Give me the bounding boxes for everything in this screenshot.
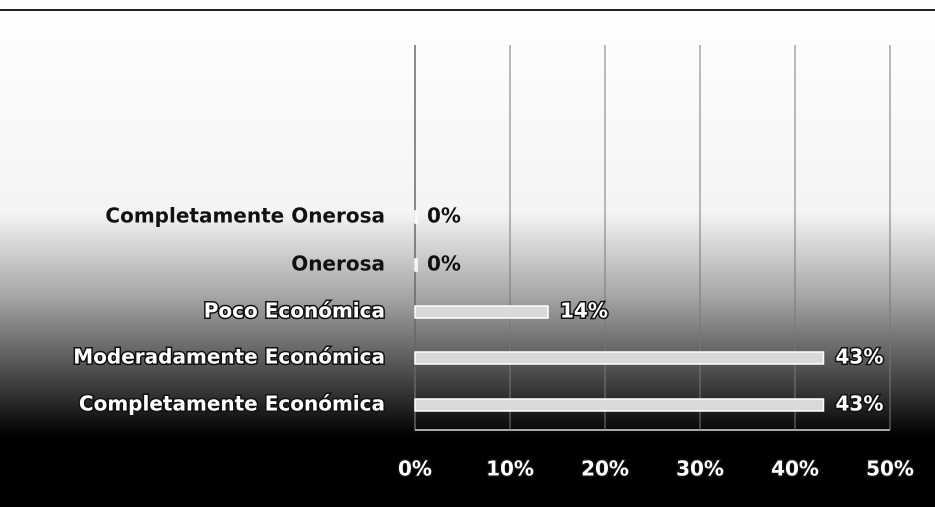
bar bbox=[414, 398, 825, 412]
bar bbox=[414, 351, 825, 365]
y-tick-label: Completamente Onerosa bbox=[105, 204, 385, 228]
value-label: 0% bbox=[427, 204, 461, 228]
value-label: 14% bbox=[560, 299, 608, 323]
value-label: 43% bbox=[836, 392, 884, 416]
x-tick-label: 0% bbox=[398, 457, 432, 481]
x-tick-label: 20% bbox=[581, 457, 629, 481]
x-tick-label: 40% bbox=[771, 457, 819, 481]
y-tick-label: Completamente Económica bbox=[79, 392, 385, 416]
y-tick-label: Onerosa bbox=[291, 252, 385, 276]
x-tick-label: 30% bbox=[676, 457, 724, 481]
bar bbox=[414, 258, 418, 272]
bar bbox=[414, 210, 418, 224]
y-tick-label: Moderadamente Económica bbox=[73, 345, 385, 369]
bar bbox=[414, 305, 549, 319]
value-label: 43% bbox=[836, 345, 884, 369]
y-tick-label: Poco Económica bbox=[204, 299, 385, 323]
value-label: 0% bbox=[427, 252, 461, 276]
x-tick-label: 10% bbox=[486, 457, 534, 481]
x-tick-label: 50% bbox=[866, 457, 914, 481]
